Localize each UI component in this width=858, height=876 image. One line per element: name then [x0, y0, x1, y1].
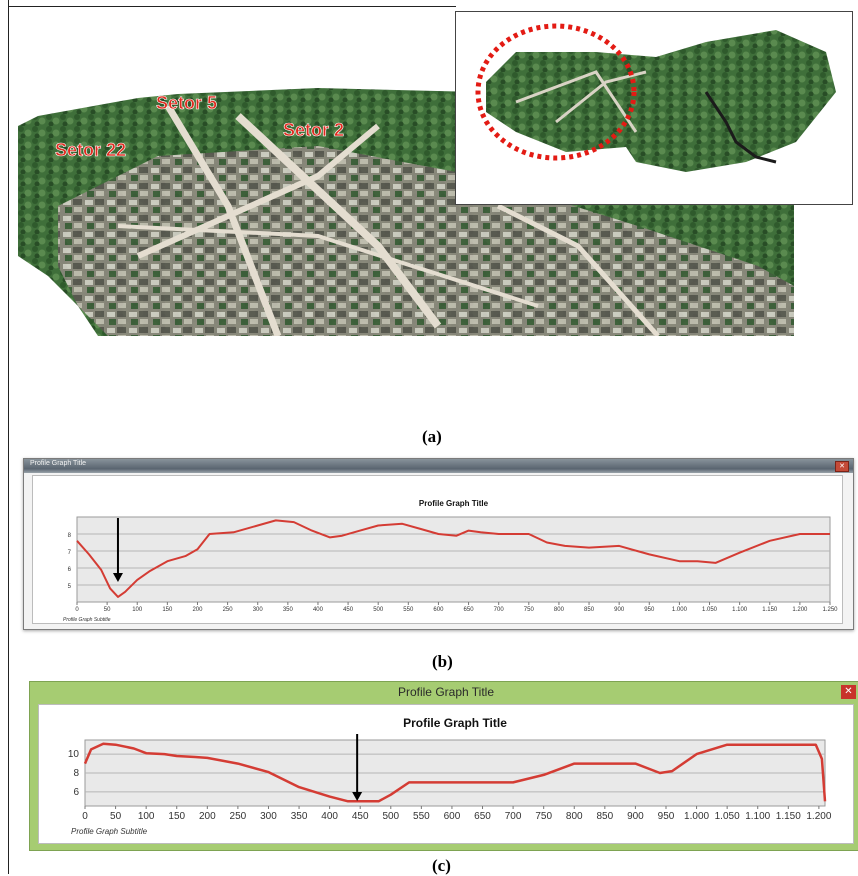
x-tick-label: 300: [253, 607, 264, 613]
x-tick-label: 900: [627, 811, 644, 822]
x-tick-label: 100: [132, 607, 143, 613]
window-title: Profile Graph Title: [30, 460, 87, 467]
x-tick-label: 700: [494, 607, 505, 613]
caption-b: (b): [432, 652, 453, 671]
graph-area: Profile Graph Title 5 6 7 8 0 50 100 150 200 250 30…: [32, 475, 843, 624]
x-tick-label: 1.150: [762, 607, 778, 613]
graph-subtitle: Profile Graph Subtitle: [63, 617, 111, 623]
y-tick-label: 8: [73, 768, 79, 779]
x-tick-label: 800: [554, 607, 565, 613]
x-tick-label: 250: [230, 811, 247, 822]
x-tick-label: 450: [352, 811, 369, 822]
y-tick-label: 7: [68, 550, 72, 556]
x-tick-label: 1.100: [745, 811, 770, 822]
y-tick-label: 6: [73, 787, 79, 798]
x-tick-label: 1.200: [806, 811, 831, 822]
caption-a: (a): [422, 427, 442, 446]
x-tick-label: 1.050: [715, 811, 740, 822]
arrow-head-icon: [112, 573, 123, 582]
x-tick-label: 50: [110, 811, 122, 822]
window-title: Profile Graph Title: [397, 685, 495, 699]
x-tick-label: 550: [413, 811, 430, 822]
x-tick-label: 650: [464, 607, 475, 613]
x-tick-label: 950: [658, 811, 675, 822]
x-tick-label: 300: [260, 811, 277, 822]
x-tick-label: 600: [444, 811, 461, 822]
y-tick-label: 8: [68, 533, 72, 539]
x-tick-label: 650: [474, 811, 491, 822]
profile-line: [83, 742, 827, 803]
arrow-head-icon: [352, 792, 363, 801]
plot-background: [76, 516, 831, 603]
profile-line: [76, 519, 830, 598]
x-tick-label: 750: [524, 607, 535, 613]
sector-label-5: Setor 5: [156, 93, 217, 113]
close-button[interactable]: ✕: [835, 461, 849, 472]
figure-frame-top: [8, 6, 456, 7]
figure-frame-left: [8, 0, 9, 874]
x-tick-label: 100: [138, 811, 155, 822]
y-tick-label: 10: [68, 749, 80, 760]
x-tick-label: 1.250: [822, 607, 838, 613]
sector-label-2: Setor 2: [283, 120, 344, 140]
x-tick-label: 450: [343, 607, 354, 613]
graph-title: Profile Graph Title: [403, 716, 507, 730]
y-tick-label: 5: [68, 584, 72, 590]
x-tick-label: 500: [373, 607, 384, 613]
window-titlebar[interactable]: Profile Graph Title ✕: [24, 459, 853, 473]
x-tick-label: 1.200: [792, 607, 808, 613]
sector-label-22: Setor 22: [55, 140, 126, 160]
caption-c: (c): [432, 856, 451, 875]
inset-map: [455, 11, 853, 205]
profile-graph-window-c[interactable]: Profile Graph Title ✕ Profile Graph Titl…: [29, 681, 858, 851]
x-tick-label: 700: [505, 811, 522, 822]
x-tick-label: 850: [596, 811, 613, 822]
x-tick-label: 900: [614, 607, 625, 613]
x-tick-label: 800: [566, 811, 583, 822]
x-tick-label: 950: [644, 607, 655, 613]
x-tick-label: 400: [313, 607, 324, 613]
x-tick-label: 1.100: [732, 607, 748, 613]
graph-title: Profile Graph Title: [419, 499, 489, 508]
x-tick-label: 0: [75, 607, 79, 613]
x-tick-label: 550: [403, 607, 414, 613]
x-tick-label: 1.150: [776, 811, 801, 822]
highlight-circle: [475, 23, 637, 161]
x-tick-label: 750: [535, 811, 552, 822]
y-tick-label: 6: [68, 567, 72, 573]
x-tick-label: 850: [584, 607, 595, 613]
x-tick-label: 50: [104, 607, 111, 613]
x-tick-label: 600: [433, 607, 444, 613]
x-tick-label: 150: [162, 607, 173, 613]
graph-area: Profile Graph Title 6 8 10 0 50 100 150 200 250 30…: [38, 704, 854, 844]
x-tick-label: 1.050: [702, 607, 718, 613]
x-tick-label: 1.000: [672, 607, 688, 613]
profile-graph-window-b[interactable]: Profile Graph Title ✕ Profile Graph Titl…: [23, 458, 854, 630]
x-tick-label: 350: [291, 811, 308, 822]
x-tick-label: 200: [192, 607, 203, 613]
close-button[interactable]: ✕: [841, 685, 856, 699]
x-tick-label: 250: [223, 607, 234, 613]
x-tick-label: 1.000: [684, 811, 709, 822]
x-tick-label: 500: [382, 811, 399, 822]
x-tick-label: 350: [283, 607, 294, 613]
graph-subtitle: Profile Graph Subtitle: [71, 827, 148, 836]
x-tick-label: 200: [199, 811, 216, 822]
profile-chart-b: Profile Graph Title 5 6 7 8 0 50 100 150 200 250 30…: [63, 499, 838, 623]
x-tick-label: 400: [321, 811, 338, 822]
x-tick-label: 0: [82, 811, 88, 822]
x-tick-label: 150: [168, 811, 185, 822]
